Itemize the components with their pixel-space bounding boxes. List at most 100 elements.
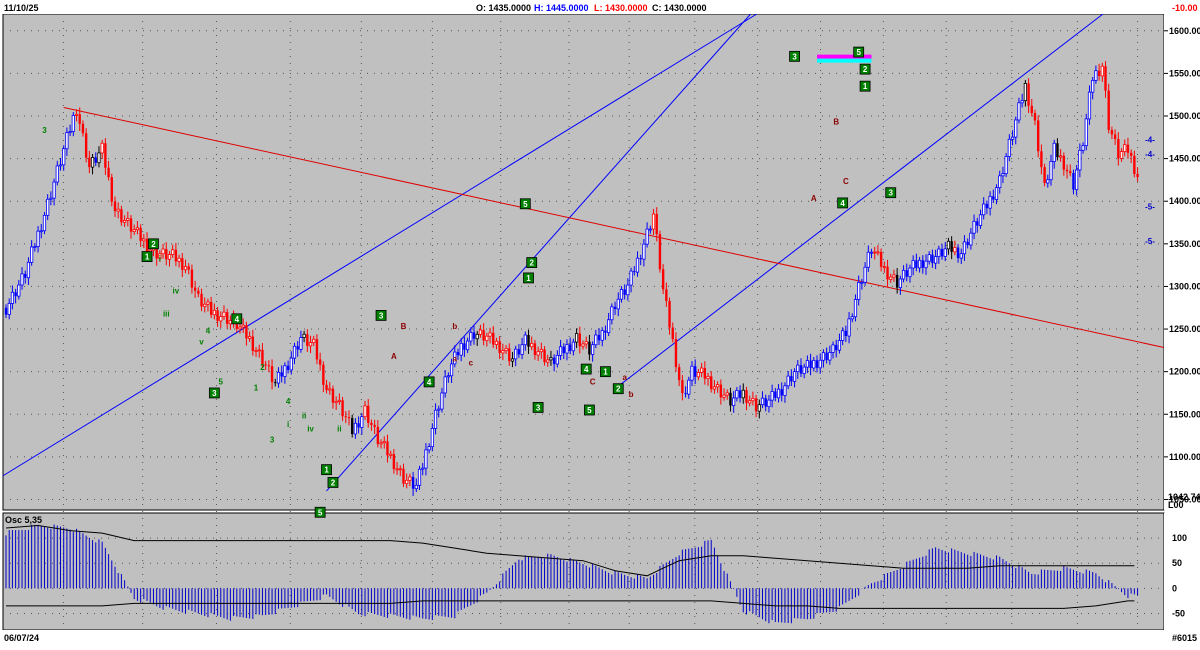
price-bar: [392, 449, 396, 474]
price-bar: [286, 360, 290, 374]
price-bar: [555, 350, 559, 368]
price-bar: [514, 345, 518, 367]
price-bar: [216, 306, 219, 327]
osc-tick-label: 100: [1172, 533, 1187, 543]
price-bar: [363, 400, 367, 421]
price-bar: [424, 443, 428, 476]
price-bar: [334, 396, 338, 410]
price-bar: [972, 214, 976, 240]
price-bar: [74, 109, 79, 122]
impulse-wave-box: 5: [314, 506, 326, 518]
price-bar: [613, 301, 617, 315]
impulse-wave-box: 5: [853, 46, 865, 58]
price-bar: [934, 249, 938, 270]
price-bar: [36, 226, 40, 253]
price-bar: [700, 362, 704, 378]
price-bar: [722, 388, 726, 401]
price-bar: [373, 419, 376, 435]
price-bar: [998, 170, 1002, 194]
price-bar: [1123, 139, 1127, 157]
price-bar: [465, 337, 470, 354]
price-bar: [757, 399, 761, 419]
impulse-wave-box: 1: [141, 251, 153, 263]
price-bar: [443, 370, 447, 398]
price-bar: [508, 343, 511, 366]
wave-label: iv: [307, 424, 314, 433]
price-bar: [203, 297, 207, 313]
wave-label: c: [469, 359, 474, 368]
trendline: [614, 13, 1104, 390]
price-bar: [790, 369, 793, 387]
price-bar: [684, 386, 687, 398]
price-bar: [62, 145, 66, 171]
price-bar: [49, 191, 53, 206]
price-bar: [1094, 65, 1098, 84]
price-bar: [847, 312, 851, 344]
price-bar: [421, 463, 425, 476]
wave-label: 1: [254, 383, 259, 392]
svg-text:4: 4: [427, 378, 432, 387]
svg-text:3: 3: [379, 311, 384, 320]
price-bar: [1104, 61, 1107, 98]
price-bar: [857, 275, 861, 306]
price-bar: [1110, 126, 1114, 140]
price-bar: [1062, 152, 1066, 176]
price-bar: [472, 325, 476, 345]
price-bar: [764, 394, 767, 412]
price-bar: [962, 235, 967, 261]
impulse-wave-box: 3: [208, 387, 220, 399]
price-bar: [55, 160, 59, 186]
y-axis-strip: [1164, 14, 1200, 510]
wave-label: ii: [302, 412, 306, 421]
price-bar: [142, 233, 146, 249]
price-bar: [65, 127, 69, 156]
price-bar: [712, 380, 717, 394]
price-bar: [167, 251, 172, 267]
price-bar: [588, 334, 591, 361]
svg-text:2: 2: [529, 259, 534, 268]
price-bar: [492, 326, 495, 348]
price-bar: [367, 399, 370, 428]
price-bar: [1052, 139, 1056, 169]
impulse-wave-box: 3: [885, 187, 897, 199]
price-bar: [433, 403, 438, 435]
price-bar: [1004, 153, 1008, 178]
price-bar: [411, 471, 415, 496]
price-bar: [802, 363, 806, 379]
price-bar: [760, 391, 765, 409]
price-bar: [818, 353, 822, 374]
price-bar: [610, 303, 614, 325]
price-bar: [1010, 130, 1015, 146]
target-zone-lower: [817, 58, 872, 63]
price-bar: [1117, 132, 1120, 166]
price-bar: [966, 238, 969, 249]
svg-text:5: 5: [587, 406, 592, 415]
price-bar: [104, 138, 107, 175]
impulse-wave-box: 5: [584, 404, 595, 416]
price-bar: [690, 361, 694, 387]
price-bar: [552, 354, 556, 372]
header-date: 11/10/25: [4, 3, 39, 13]
price-bar: [828, 345, 832, 365]
price-bar: [568, 337, 572, 355]
price-bar: [869, 248, 874, 259]
price-bar: [677, 363, 681, 387]
price-bar: [959, 248, 963, 265]
price-bar: [729, 387, 732, 412]
header-bar: [0, 0, 1200, 14]
price-bar: [351, 414, 354, 438]
price-bar: [732, 391, 736, 413]
svg-text:5: 5: [856, 48, 861, 57]
price-bar: [475, 330, 479, 347]
price-bar: [498, 336, 501, 359]
price-bar: [347, 410, 351, 426]
price-bar: [530, 336, 534, 351]
price-bar: [469, 327, 473, 346]
price-bar: [1065, 164, 1069, 179]
y-axis: 1050.00 1100.00 1150.00 1200.00 1250.00 1300.…: [1164, 26, 1200, 504]
price-bar: [225, 308, 229, 329]
price-bar: [607, 312, 611, 337]
svg-text:3: 3: [792, 52, 797, 61]
price-bar: [895, 268, 899, 294]
price-bar: [113, 196, 117, 218]
